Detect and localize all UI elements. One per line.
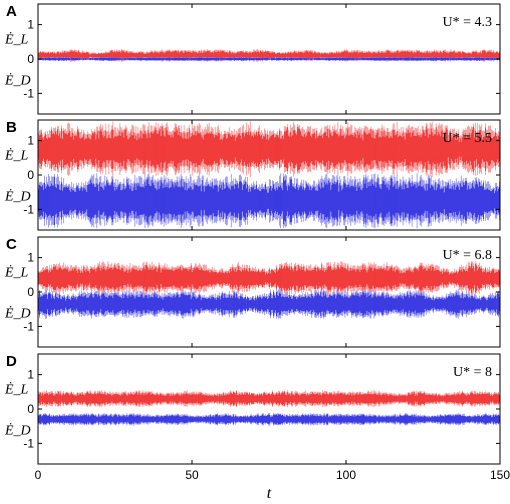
series-lift	[38, 261, 500, 296]
ylabel-drag: Ė_D	[4, 423, 31, 439]
ylabel-lift: Ė_L	[4, 31, 29, 47]
panel-letter: C	[6, 236, 17, 253]
ylabel-drag: Ė_D	[4, 73, 31, 89]
ylabel-drag: Ė_D	[4, 306, 31, 322]
ylabel-lift: Ė_L	[4, 381, 29, 397]
xtick-label: 50	[185, 468, 199, 482]
ytick-label: 0	[27, 285, 34, 299]
ytick-label: 1	[27, 18, 34, 32]
series-drag	[38, 173, 500, 229]
series-lift	[38, 390, 500, 408]
series-drag	[38, 412, 500, 426]
panel-d: 1 0 -1 D Ė_L Ė_D U* = 8	[4, 353, 501, 465]
xtick-label: 100	[336, 468, 356, 482]
ytick-label: 0	[27, 52, 34, 66]
ytick-label: -1	[23, 202, 34, 216]
ylabel-lift: Ė_L	[4, 264, 29, 280]
plot-frame	[37, 353, 501, 465]
panel-letter: D	[6, 353, 17, 370]
series-lift	[38, 121, 500, 178]
annotation-ustar: U* = 5.5	[442, 131, 492, 146]
panel-b: 1 0 -1 B Ė_L Ė_D U* = 5.5	[4, 119, 501, 231]
annotation-ustar: U* = 8	[453, 365, 492, 380]
ylabel-drag: Ė_D	[4, 189, 31, 205]
panel-letter: B	[6, 119, 17, 136]
xtick-label: 0	[35, 468, 42, 482]
panel-letter: A	[6, 3, 17, 20]
ylabel-lift: Ė_L	[4, 147, 29, 163]
ytick-label: -1	[23, 436, 34, 450]
ytick-label: -1	[23, 86, 34, 100]
xaxis-label: t	[267, 485, 272, 502]
annotation-ustar: U* = 6.8	[442, 248, 492, 263]
series-drag	[38, 289, 500, 319]
xtick-label: 150	[490, 468, 510, 482]
ytick-label: 1	[27, 251, 34, 265]
ytick-label: 1	[27, 134, 34, 148]
ytick-label: 1	[27, 368, 34, 382]
ytick-label: 0	[27, 402, 34, 416]
panel-a: 1 0 -1 A Ė_L Ė_D U* = 4.3	[4, 3, 501, 115]
annotation-ustar: U* = 4.3	[442, 15, 492, 30]
ytick-label: 0	[27, 168, 34, 182]
ytick-label: -1	[23, 319, 34, 333]
panel-c: 1 0 -1 C Ė_L Ė_D U* = 6.8	[4, 236, 501, 348]
